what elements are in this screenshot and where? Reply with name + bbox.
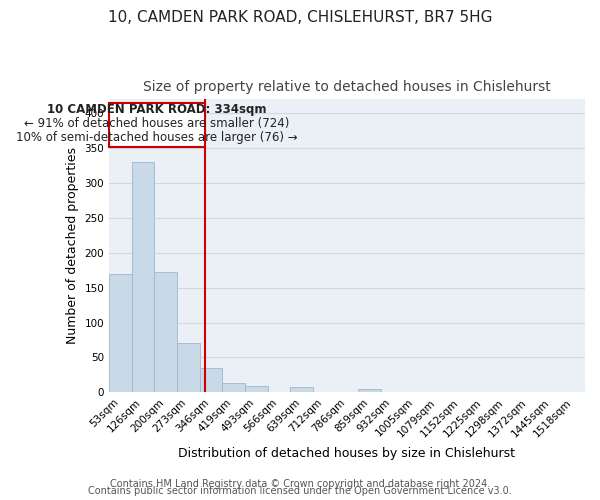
Text: 10, CAMDEN PARK ROAD, CHISLEHURST, BR7 5HG: 10, CAMDEN PARK ROAD, CHISLEHURST, BR7 5…: [108, 10, 492, 25]
Bar: [223, 383, 245, 392]
Bar: [290, 386, 313, 392]
Text: Contains public sector information licensed under the Open Government Licence v3: Contains public sector information licen…: [88, 486, 512, 496]
Bar: [177, 344, 200, 392]
Text: ← 91% of detached houses are smaller (724): ← 91% of detached houses are smaller (72…: [24, 117, 290, 130]
Bar: [109, 103, 205, 147]
Bar: [131, 162, 154, 392]
Y-axis label: Number of detached properties: Number of detached properties: [66, 148, 79, 344]
Title: Size of property relative to detached houses in Chislehurst: Size of property relative to detached ho…: [143, 80, 551, 94]
Bar: [154, 272, 177, 392]
Text: 10 CAMDEN PARK ROAD: 334sqm: 10 CAMDEN PARK ROAD: 334sqm: [47, 103, 266, 116]
X-axis label: Distribution of detached houses by size in Chislehurst: Distribution of detached houses by size …: [178, 447, 515, 460]
Bar: [200, 368, 223, 392]
Bar: [358, 390, 381, 392]
Bar: [109, 274, 131, 392]
Text: 10% of semi-detached houses are larger (76) →: 10% of semi-detached houses are larger (…: [16, 130, 298, 143]
Bar: [245, 386, 268, 392]
Text: Contains HM Land Registry data © Crown copyright and database right 2024.: Contains HM Land Registry data © Crown c…: [110, 479, 490, 489]
